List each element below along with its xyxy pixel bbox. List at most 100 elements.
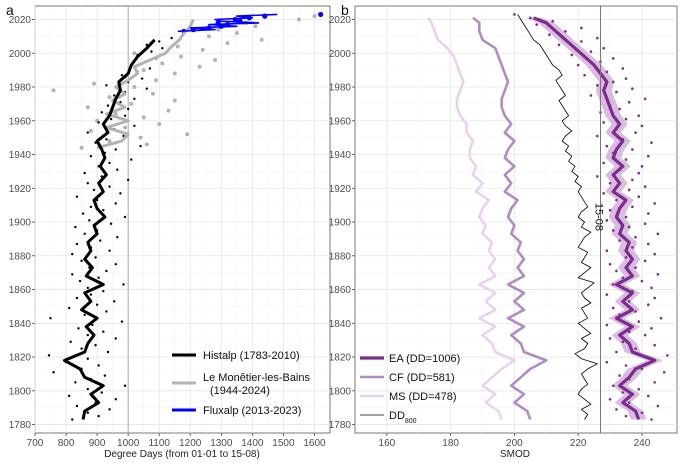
point-histalp	[80, 259, 83, 263]
y-tick-label: 1920	[9, 184, 32, 195]
point-monetier	[79, 145, 84, 150]
point-monetier	[175, 44, 180, 49]
ea-yearly-point	[634, 347, 637, 350]
point-histalp	[158, 40, 161, 43]
ea-yearly-point	[608, 337, 612, 340]
point-monetier	[132, 51, 137, 56]
ea-yearly-point	[576, 63, 580, 67]
point-histalp	[102, 290, 105, 293]
x-tick-label: 220	[570, 438, 587, 449]
point-histalp	[106, 350, 110, 354]
point-histalp	[49, 317, 52, 320]
point-histalp	[86, 131, 89, 134]
point-monetier	[160, 61, 165, 66]
legend-a: Histalp (1783-2010) Le Monêtier-les-Bains…	[172, 350, 310, 417]
ea-yearly-point	[589, 50, 593, 53]
ea-yearly-point	[621, 340, 625, 344]
ea-yearly-point	[627, 188, 631, 192]
ea-yearly-point	[634, 266, 637, 269]
point-histalp	[150, 50, 153, 53]
point-histalp	[116, 168, 119, 171]
ea-yearly-point	[650, 327, 653, 330]
ea-yearly-point	[615, 408, 618, 411]
point-histalp	[105, 84, 108, 87]
y-tick-label: 2020	[329, 15, 352, 26]
point-histalp	[161, 46, 164, 50]
ea-yearly-point	[608, 208, 612, 212]
ea-yearly-point	[589, 94, 593, 97]
point-histalp	[71, 252, 74, 256]
point-histalp	[83, 232, 86, 236]
point-histalp	[94, 344, 97, 347]
y-tick-label: 1940	[9, 150, 32, 161]
point-histalp	[103, 374, 107, 377]
ea-yearly-point	[605, 360, 609, 364]
smooth-line-fluxalp	[177, 13, 278, 33]
ea-yearly-point	[602, 46, 605, 50]
legend-label-fluxalp: Fluxalp (2013-2023)	[203, 405, 301, 417]
ea-yearly-point	[647, 154, 650, 158]
ea-yearly-point	[634, 131, 637, 134]
ea-yearly-point	[580, 40, 583, 43]
point-histalp	[74, 225, 77, 229]
point-histalp	[89, 155, 93, 158]
ea-yearly-point	[653, 296, 656, 300]
ea-yearly-point	[624, 364, 628, 367]
ea-yearly-point	[605, 219, 609, 222]
y-tick-label: 1860	[329, 285, 352, 296]
point-histalp	[75, 195, 79, 198]
y-tick-label: 2000	[9, 49, 32, 60]
series-line-cf	[472, 16, 548, 420]
point-histalp	[86, 411, 89, 414]
ea-yearly-point	[611, 306, 615, 310]
point-histalp	[97, 414, 100, 418]
ea-yearly-point	[611, 229, 615, 232]
y-tick-label: 1960	[9, 116, 32, 127]
ea-yearly-point	[615, 90, 618, 94]
ea-yearly-point	[631, 87, 634, 90]
point-monetier	[172, 71, 177, 76]
ea-yearly-point	[570, 53, 574, 57]
point-histalp	[75, 242, 79, 246]
point-histalp	[102, 209, 105, 212]
ea-yearly-point	[580, 26, 583, 30]
point-histalp	[97, 121, 100, 124]
y-tick-label: 1880	[329, 251, 352, 262]
x-tick-label: 160	[379, 438, 396, 449]
point-monetier	[129, 101, 134, 106]
ea-yearly-point	[618, 168, 621, 172]
y-tick-label: 1900	[9, 218, 32, 229]
x-tick-label: 1000	[117, 438, 140, 449]
ea-yearly-point	[643, 333, 647, 337]
y-tick-label: 1800	[9, 386, 32, 397]
point-histalp	[133, 124, 136, 128]
series-line-ms	[427, 17, 516, 420]
point-histalp	[126, 178, 130, 182]
point-histalp	[81, 212, 85, 215]
point-monetier	[206, 34, 211, 39]
ea-yearly-point	[637, 114, 641, 118]
point-histalp	[140, 77, 144, 80]
point-monetier	[113, 112, 118, 117]
ea-yearly-point	[615, 269, 618, 273]
y-tick-label: 1780	[329, 420, 352, 431]
point-fluxalp	[318, 11, 324, 18]
ea-yearly-point	[627, 330, 631, 334]
ea-yearly-point	[621, 67, 625, 70]
reference-line-label: 15-08	[592, 203, 604, 231]
ea-yearly-point	[650, 357, 653, 361]
ea-yearly-point	[647, 303, 650, 307]
point-histalp	[77, 327, 80, 330]
point-histalp	[75, 404, 79, 408]
ea-yearly-point	[624, 158, 628, 161]
point-monetier	[88, 128, 93, 133]
point-histalp	[148, 67, 152, 70]
legend-label-dd800-sub: 800	[405, 418, 417, 425]
point-monetier	[312, 14, 317, 19]
point-monetier	[213, 58, 218, 63]
ea-yearly-point	[602, 121, 605, 124]
ea-yearly-point	[621, 276, 625, 280]
ticks-a: 700 800 900 1000 1100 1200 1300 1400 1500 1600 178…	[9, 15, 326, 449]
point-histalp	[100, 391, 103, 394]
point-histalp	[123, 114, 127, 117]
